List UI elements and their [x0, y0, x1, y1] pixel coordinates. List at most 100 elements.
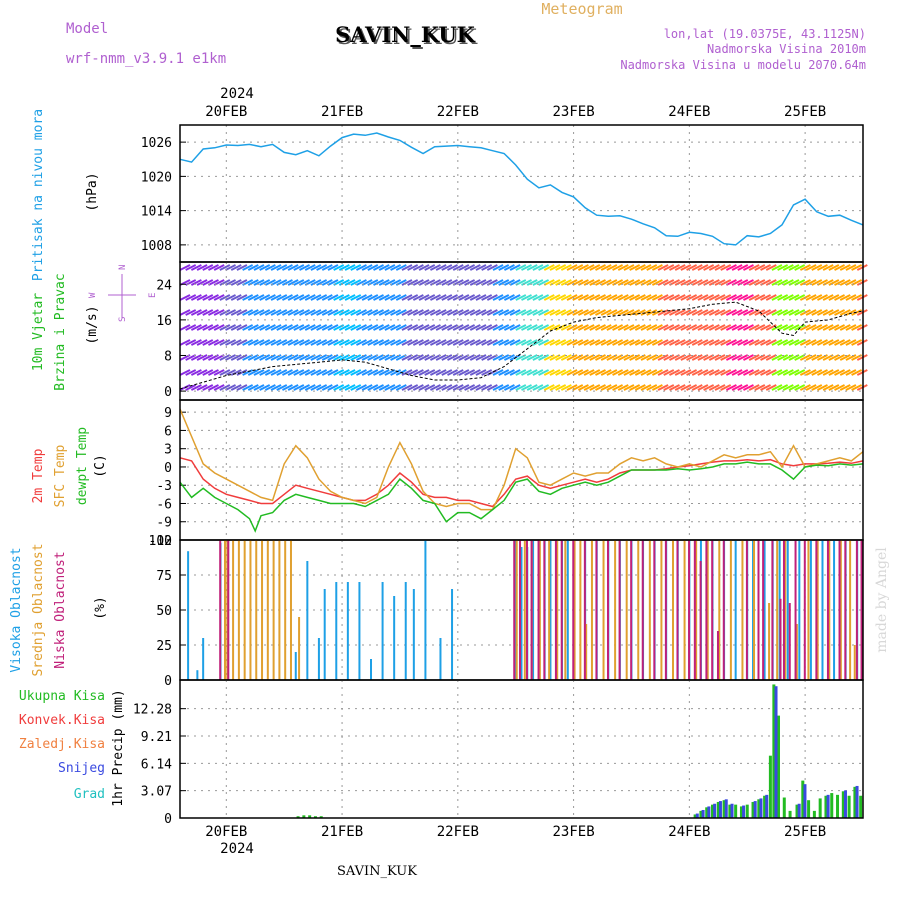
wind-barb	[384, 354, 396, 361]
y-tick-label: 3	[164, 443, 172, 458]
wind-barb	[304, 294, 316, 301]
wind-barb	[242, 264, 254, 271]
wind-barb	[674, 279, 686, 286]
wind-barb	[452, 384, 464, 391]
wind-barb	[185, 264, 197, 271]
wind-barb	[304, 369, 316, 376]
wind-barb	[441, 354, 453, 361]
bottom-date-label: 23FEB	[553, 824, 595, 840]
wind-barb	[777, 309, 789, 316]
wind-barb	[475, 309, 487, 316]
wind-barb	[418, 384, 430, 391]
wind-barb	[725, 264, 737, 271]
low-cloud-bar	[762, 540, 765, 680]
wind-barb	[492, 384, 504, 391]
high-cloud-bar	[451, 589, 454, 680]
wind-barb	[771, 294, 783, 301]
wind-barb	[270, 369, 282, 376]
wind-barb	[327, 369, 339, 376]
wind-barb	[697, 339, 709, 346]
snow-bar	[713, 803, 717, 818]
wind-barb	[310, 339, 322, 346]
wind-barb	[208, 339, 219, 346]
wind-barb	[264, 264, 276, 271]
wind-barb	[822, 384, 834, 391]
total-precip-bar	[841, 791, 845, 818]
wind-barb	[429, 384, 441, 391]
wind-barb	[760, 309, 771, 316]
wind-barb	[828, 384, 840, 391]
wind-barb	[834, 384, 845, 391]
wind-barb	[361, 369, 373, 376]
wind-barb	[822, 309, 834, 316]
high-cloud-bar	[809, 540, 812, 680]
top-year-label: 2024	[220, 86, 254, 102]
wind-barb	[566, 309, 578, 316]
wind-barb	[441, 384, 453, 391]
mid-cloud-bar	[706, 540, 709, 680]
wind-barb	[782, 369, 794, 376]
wind-barb	[179, 369, 191, 376]
wind-barb	[407, 339, 419, 346]
wind-barb	[538, 339, 550, 346]
wind-barb	[179, 324, 191, 331]
low-cloud-bar	[688, 540, 691, 680]
wind-barb	[680, 384, 692, 391]
wind-barb	[754, 339, 766, 346]
wind-barb	[373, 324, 384, 331]
low-cloud-bar	[838, 540, 841, 680]
mid-cloud-bar	[255, 540, 258, 680]
wind-barb	[213, 339, 225, 346]
wind-barb	[253, 324, 265, 331]
wind-barb	[412, 369, 424, 376]
snow-bar	[724, 799, 728, 818]
wind-barb	[395, 309, 407, 316]
y-tick-label: 9	[164, 406, 172, 421]
wind-barb	[811, 369, 823, 376]
wind-barb	[828, 309, 840, 316]
wind-barb	[845, 354, 857, 361]
wind-barb	[839, 294, 851, 301]
wind-barb	[708, 354, 720, 361]
top-date-label: 22FEB	[437, 104, 479, 120]
wind-barb	[714, 264, 726, 271]
wind-barb	[429, 264, 441, 271]
wind-barb	[839, 309, 851, 316]
wind-barb	[839, 384, 851, 391]
wind-barb	[805, 309, 817, 316]
total-precip-bar	[757, 799, 761, 818]
wind-barb	[355, 354, 367, 361]
wind-barb	[765, 384, 777, 391]
wind-barb	[481, 384, 493, 391]
total-precip-bar	[308, 815, 312, 818]
mid-cloud-bar	[660, 540, 663, 680]
wind-barb	[680, 369, 692, 376]
wind-barb	[543, 264, 555, 271]
wind-barb	[475, 384, 487, 391]
snow-bar	[742, 805, 746, 818]
wind-barb	[293, 339, 305, 346]
y-tick-label: 1008	[141, 239, 172, 254]
wind-barb	[629, 309, 641, 316]
y-tick-label: 1020	[141, 170, 172, 185]
wind-barb	[196, 279, 208, 286]
low-cloud-bar	[572, 540, 575, 680]
wind-barb	[691, 384, 703, 391]
wind-barb	[452, 369, 464, 376]
wind-barb	[475, 324, 487, 331]
wind-barb	[640, 324, 652, 331]
wind-barb	[538, 264, 550, 271]
wind-barb	[321, 309, 333, 316]
y-tick-label: -12	[149, 534, 172, 549]
wind-barb	[532, 279, 544, 286]
wind-barb	[395, 324, 407, 331]
wind-barb	[646, 369, 658, 376]
wind-barb	[219, 294, 231, 301]
wind-barb	[321, 294, 333, 301]
wind-barb	[316, 324, 328, 331]
wind-barb	[424, 294, 436, 301]
wind-barb	[663, 369, 675, 376]
wind-barb	[179, 264, 191, 271]
mid-cloud-bar	[807, 540, 810, 680]
wind-barb	[555, 339, 567, 346]
